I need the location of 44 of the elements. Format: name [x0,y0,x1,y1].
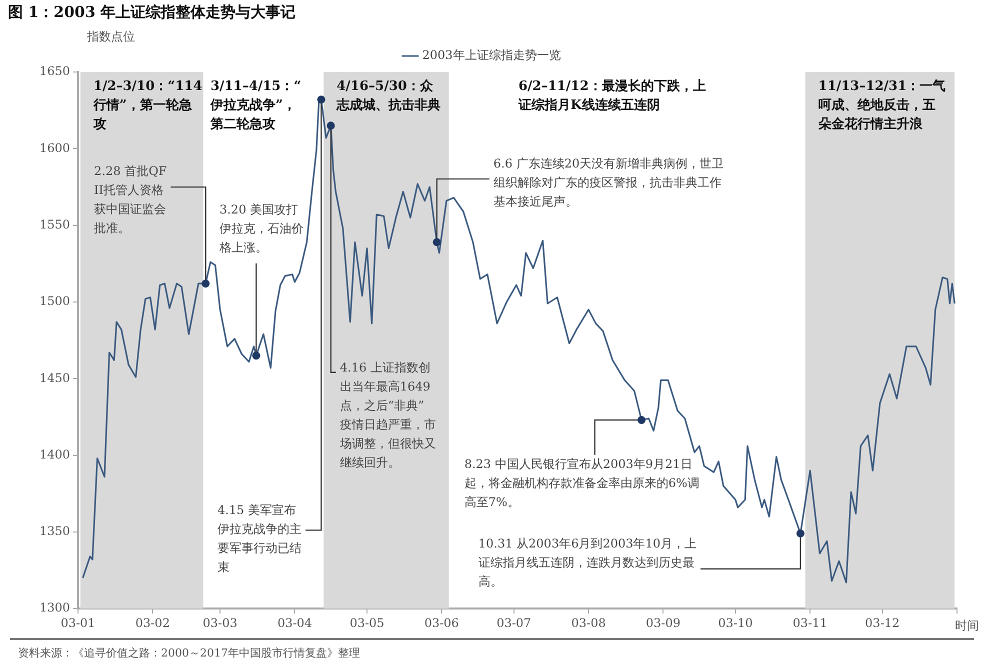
annotation: 6/2–11/12：最漫长的下跌，上证综指月K线连续五连阴 [518,79,706,114]
y-tick-label: 1500 [39,294,70,308]
annotation: 10.31 从2003年6月到2003年10月，上证综指月线五连阴，连跌月数达到历史最高。 [478,536,697,588]
y-tick-label: 1600 [39,140,70,155]
x-tick-label: 03-01 [60,616,96,630]
chart-title: 图 1：2003 年上证综指整体走势与大事记 [8,2,296,21]
point [432,238,441,246]
point [638,416,646,424]
annotation: 3/11–4/15：“伊拉克战争”，第二轮急攻 [209,79,302,132]
annotation: 2.28 首批QFII托管人资格获中国证监会批准。 [94,164,167,235]
x-tick-label: 03-05 [350,616,384,630]
point [796,529,804,538]
x-tick-label: 03-03 [202,616,238,630]
x-tick-label: 03-09 [646,616,680,630]
y-tick-label: 1550 [39,217,70,232]
x-tick-label: 03-08 [571,616,606,630]
x-tick-label: 03-04 [277,616,312,630]
y-tick-label: 1300 [39,600,70,615]
y-axis-title: 指数点位 [86,29,136,44]
x-tick-label: 03-06 [424,616,459,630]
point [252,352,260,360]
y-tick-label: 1450 [39,370,70,385]
y-tick-label: 1350 [39,524,70,538]
point [202,280,210,288]
annotation: 6.6 广东连续20天没有新增非典病例，世卫组织解除对广东的疫区警报，抗击非典工作基本接近尾声。 [493,156,724,209]
point [326,122,335,130]
x-tick-label: 03-07 [496,616,532,630]
x-tick-label: 03-12 [865,616,900,630]
y-tick-label: 1650 [39,64,70,78]
text: 资料来源：《追寻价值之路：2000～2017年中国股市行情复盘》整理 [18,646,360,660]
x-axis-title: 时间 [955,618,979,633]
x-tick-label: 03-11 [792,616,828,630]
y-tick-label: 1400 [39,447,70,462]
band-label: 11/13–12/31：一气呵成、绝地反击，五朵金花行情主升浪 [817,78,946,132]
annotation: 8.23 中国人民银行宣布从2003年9月21日起，将金融机构存款准备金率由原来的6%调高至7%。 [464,457,700,510]
annotation: 3.20 美国攻打伊拉克，石油价格上涨。 [218,202,304,254]
x-tick-label: 03-02 [135,616,170,630]
point [317,96,326,104]
x-tick-label: 03-10 [718,616,753,630]
annotation: 4.15 美军宣布伊拉克战争的主要军事行动已结束 [217,502,302,574]
annotation: 4.16 上证指数创出当年最高1649点，之后“非典”疫情日趋严重，市场调整，但很快又继续回升。 [338,360,436,470]
band-label: 1/2–3/10：“114行情”，第一轮急攻 [92,78,202,132]
legend-label: 2003年上证综指走势一览 [422,48,561,62]
band-label: 4/16–5/30：众志成城、抗击非典 [336,78,441,113]
